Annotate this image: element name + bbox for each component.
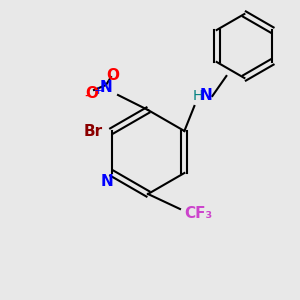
Text: Br: Br [84,124,103,139]
Text: -: - [84,88,90,103]
Text: +: + [93,86,103,96]
Text: N: N [100,173,113,188]
Text: O: O [85,85,98,100]
Text: N: N [200,88,213,104]
Text: N: N [100,80,112,94]
Text: H: H [192,89,203,103]
Text: CF₃: CF₃ [184,206,212,221]
Text: O: O [106,68,119,82]
